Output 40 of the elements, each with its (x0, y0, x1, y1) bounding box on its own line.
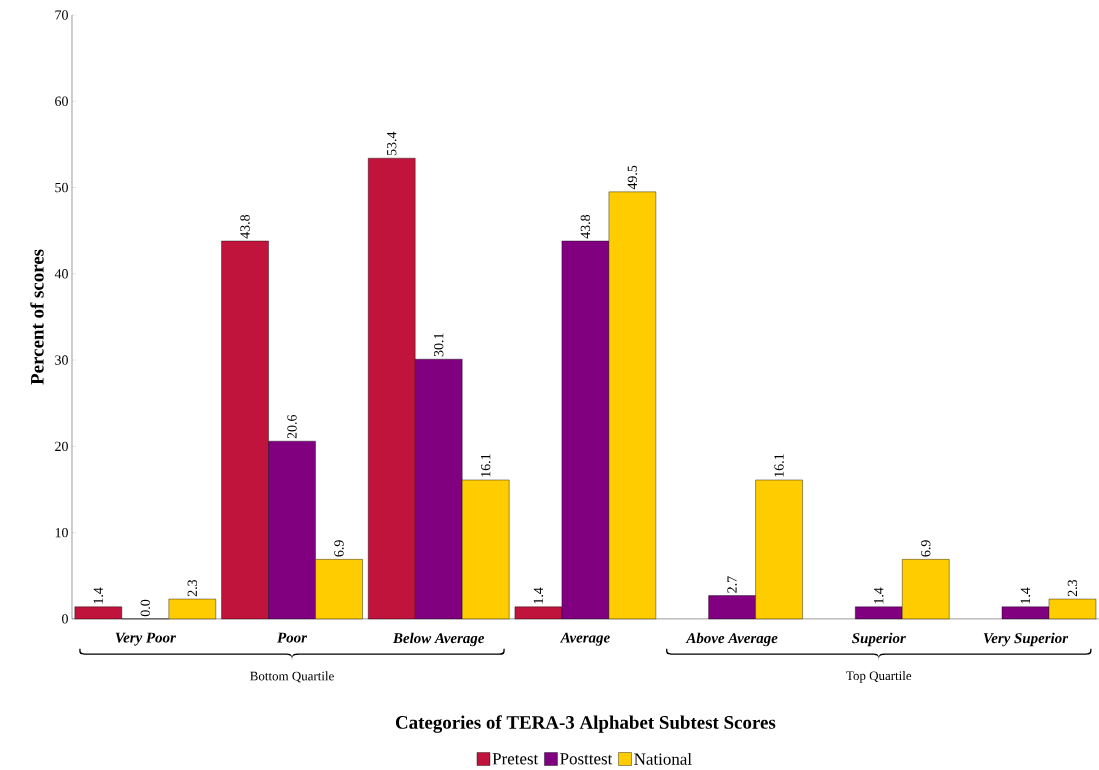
x-tick-label: Average (559, 632, 610, 646)
data-label: 49.5 (627, 165, 638, 190)
text: Bottom Quartile (250, 671, 334, 683)
data-label: 6.9 (334, 540, 344, 557)
legend-label: Posttest (560, 753, 613, 765)
x-tick-label: Superior (852, 632, 906, 647)
data-label: 43.8 (580, 214, 591, 239)
data-label: 30.1 (433, 333, 444, 357)
data-label: 2.3 (1067, 579, 1078, 597)
y-tick-label: 20 (55, 441, 68, 451)
x-tick-label: Poor (277, 632, 308, 643)
data-label: 1.4 (533, 587, 544, 604)
data-label: 20.6 (287, 414, 297, 439)
data-label: 0.0 (140, 599, 151, 617)
x-tick-label: Above Average (685, 632, 778, 647)
data-label: 43.8 (240, 214, 250, 239)
data-label: 2.3 (187, 579, 198, 597)
data-label: 16.1 (774, 454, 784, 477)
y-tick-label: 50 (55, 182, 68, 193)
data-label: 1.4 (1020, 587, 1031, 604)
y-tick-label: 0 (62, 614, 68, 624)
y-tick-label: 10 (55, 527, 68, 538)
y-axis-title: Percent of scores (30, 249, 44, 385)
data-label: 1.4 (93, 587, 104, 604)
text: Top Quartile (846, 670, 912, 683)
data-label: 16.1 (480, 454, 491, 477)
legend-label: National (634, 752, 692, 765)
y-tick-label: 70 (55, 10, 68, 20)
data-label: 6.9 (921, 540, 931, 557)
x-tick-label: Below Average (392, 632, 485, 647)
x-axis-title: Categories of TERA-3 Alphabet Subtest Scores (395, 715, 776, 733)
data-label: 53.4 (387, 131, 397, 156)
data-label: 1.4 (874, 587, 884, 604)
y-tick-label: 40 (54, 269, 68, 279)
x-tick-label: Very Poor (115, 632, 176, 646)
y-tick-label: 30 (55, 355, 68, 365)
y-tick-label: 60 (55, 96, 68, 106)
data-label: 2.7 (727, 576, 737, 593)
x-tick-label: Very Superior (983, 632, 1069, 647)
legend-label: Pretest (492, 753, 539, 765)
